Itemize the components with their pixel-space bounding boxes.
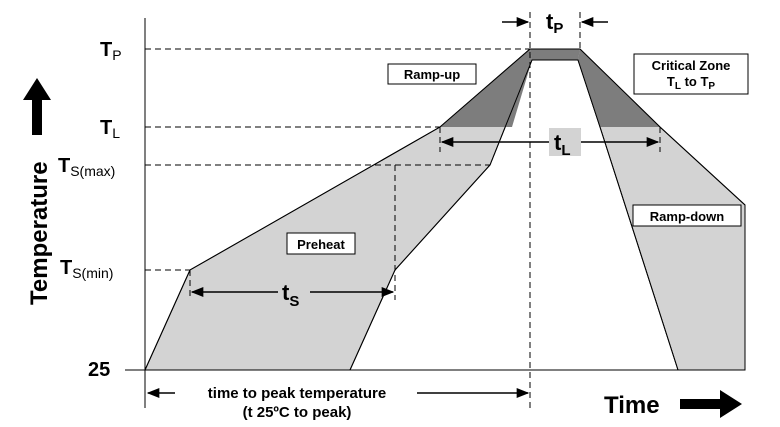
y-label-25: 25 — [88, 359, 110, 381]
time-arrow-icon — [680, 390, 742, 418]
ramp-up-box — [387, 63, 477, 85]
y-label-tsmax: TS(max) — [58, 155, 115, 179]
critical-zone-label: Critical Zone — [652, 58, 731, 73]
critical-zone-range: TL to TP — [667, 74, 716, 92]
ramp-down-label: Ramp-down — [650, 209, 724, 224]
y-label-tsmin: TS(min) — [60, 257, 113, 281]
temperature-arrow-icon — [23, 78, 51, 135]
preheat-box — [286, 232, 356, 255]
time-to-peak-sublabel: (t 25ºC to peak) — [243, 404, 352, 421]
critical-zone-box — [633, 53, 749, 95]
tp-dimension-label: tP — [546, 9, 563, 37]
ts-label-bg — [278, 280, 310, 308]
ts-dimension-label: tS — [282, 280, 299, 310]
y-label-tp: TP — [100, 39, 122, 63]
x-axis-title: Time — [604, 392, 660, 419]
tl-dimension-label: tL — [554, 130, 571, 159]
time-to-peak-label: time to peak temperature — [208, 385, 386, 402]
preheat-label: Preheat — [297, 237, 345, 252]
ramp-up-label: Ramp-up — [404, 67, 460, 82]
ramp-down-box — [632, 204, 742, 227]
critical-zone-peak — [530, 49, 580, 60]
y-label-tl: TL — [100, 117, 120, 141]
y-axis-title: Temperature — [26, 161, 53, 305]
tl-label-bg — [549, 128, 581, 156]
